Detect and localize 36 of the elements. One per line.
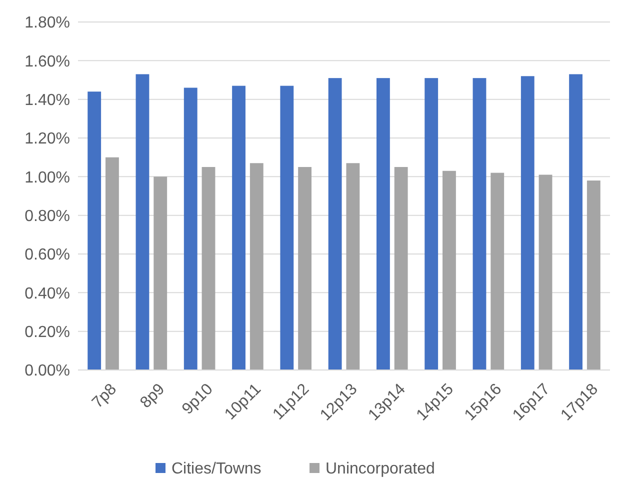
bar — [232, 86, 246, 370]
bar — [328, 78, 342, 370]
bar — [88, 92, 102, 370]
x-tick-label: 7p8 — [89, 380, 120, 412]
legend-label: Unincorporated — [326, 460, 435, 478]
bar — [586, 180, 600, 370]
bar — [424, 78, 438, 370]
y-tick-label: 1.40% — [24, 92, 70, 109]
y-tick-label: 1.20% — [24, 130, 70, 148]
bar — [250, 163, 264, 370]
y-tick-label: 1.00% — [24, 169, 70, 186]
y-tick-label: 0.00% — [24, 362, 70, 380]
y-tick-label: 0.80% — [24, 208, 70, 225]
bar — [538, 174, 552, 370]
y-tick-label: 0.20% — [24, 324, 70, 341]
bar — [136, 74, 150, 370]
bar — [154, 176, 168, 370]
bar — [394, 167, 408, 370]
bar — [298, 167, 312, 370]
bar — [569, 74, 582, 370]
x-tick-label: 8p9 — [137, 380, 168, 412]
bar — [520, 76, 534, 370]
y-tick-label: 0.40% — [24, 285, 70, 302]
bar — [346, 163, 360, 370]
bar — [202, 167, 216, 370]
legend-label: Cities/Towns — [172, 460, 262, 478]
y-tick-label: 1.80% — [24, 14, 70, 32]
bar — [280, 86, 294, 370]
bar — [472, 78, 486, 370]
y-tick-label: 0.60% — [24, 246, 70, 264]
y-tick-label: 1.60% — [24, 53, 70, 70]
bar — [442, 170, 456, 370]
bar — [490, 172, 504, 370]
bar — [184, 88, 198, 370]
bar — [106, 157, 119, 370]
bar — [376, 78, 390, 370]
